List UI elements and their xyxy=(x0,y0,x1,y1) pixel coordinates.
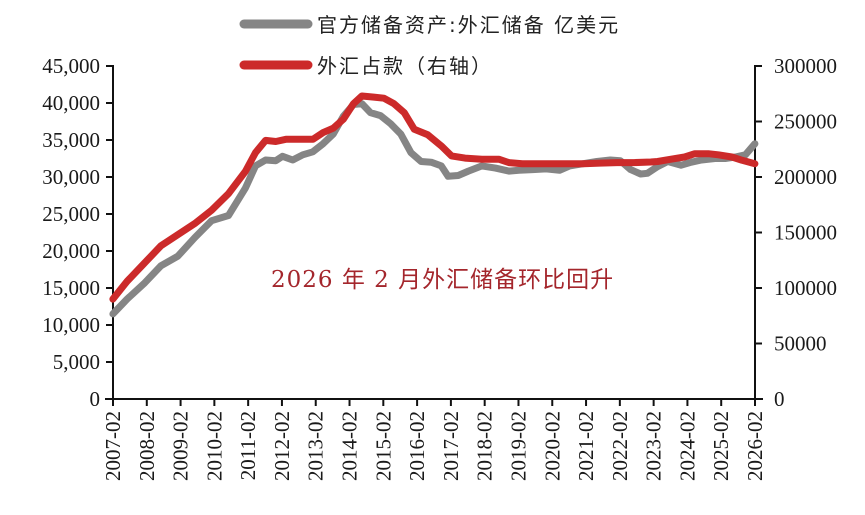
series-line-fx-reserves xyxy=(109,100,759,318)
x-axis-tick-label: 2013-02 xyxy=(304,411,328,481)
x-axis-tick-label: 2012-02 xyxy=(270,411,294,481)
x-axis-tick-label: 2011-02 xyxy=(236,411,260,480)
right-axis-tick-label: 250000 xyxy=(774,110,837,134)
right-axis-tick-label: 50000 xyxy=(774,332,827,356)
left-axis-tick-label: 10,000 xyxy=(42,313,100,337)
x-axis-tick-label: 2019-02 xyxy=(506,411,530,481)
x-axis-tick-label: 2021-02 xyxy=(574,411,598,481)
legend-label-fx-funds: 外汇占款（右轴） xyxy=(317,54,493,78)
legend-label-fx-reserves: 官方储备资产:外汇储备 亿美元 xyxy=(317,13,620,37)
x-axis-tick-label: 2017-02 xyxy=(439,411,463,481)
x-axis-tick-label: 2015-02 xyxy=(371,411,395,481)
left-axis-tick-label: 45,000 xyxy=(42,54,100,78)
left-axis-tick-label: 5,000 xyxy=(53,350,100,374)
right-axis-tick-label: 0 xyxy=(774,387,785,411)
x-axis-tick-label: 2023-02 xyxy=(642,411,666,481)
x-axis-tick-label: 2014-02 xyxy=(338,411,362,481)
axes: 0 5,000 10,000 15,000 20,000 25,000 30,000 35,0… xyxy=(42,54,837,481)
x-axis-tick-label: 2009-02 xyxy=(169,411,193,481)
right-axis-tick-label: 200000 xyxy=(774,165,837,189)
right-axis-tick-label: 300000 xyxy=(774,54,837,78)
right-axis-tick-label: 100000 xyxy=(774,276,837,300)
left-axis-tick-label: 25,000 xyxy=(42,202,100,226)
x-axis-tick-label: 2025-02 xyxy=(709,411,733,481)
left-axis-tick-label: 0 xyxy=(90,387,101,411)
x-axis-tick-label: 2020-02 xyxy=(540,411,564,481)
series-group xyxy=(109,92,759,318)
x-axis-tick-label: 2007-02 xyxy=(101,411,125,481)
x-axis-tick-label: 2010-02 xyxy=(202,411,226,481)
series-line-fx-funds xyxy=(109,92,759,303)
left-axis-tick-label: 15,000 xyxy=(42,276,100,300)
x-axis-tick-label: 2008-02 xyxy=(135,411,159,481)
x-axis-tick-label: 2024-02 xyxy=(675,411,699,481)
x-axis-tick-label: 2016-02 xyxy=(405,411,429,481)
legend: 官方储备资产:外汇储备 亿美元 外汇占款（右轴） xyxy=(239,13,620,78)
chart-annotation: 2026 年 2 月外汇储备环比回升 xyxy=(271,267,614,293)
left-axis-tick-label: 35,000 xyxy=(42,128,100,152)
left-axis-tick-label: 20,000 xyxy=(42,239,100,263)
left-axis-tick-label: 30,000 xyxy=(42,165,100,189)
left-axis-tick-label: 40,000 xyxy=(42,91,100,115)
right-axis-tick-label: 150000 xyxy=(774,221,837,245)
x-axis-tick-label: 2018-02 xyxy=(473,411,497,481)
x-axis-tick-label: 2022-02 xyxy=(608,411,632,481)
x-axis-tick-label: 2026-02 xyxy=(743,411,767,481)
